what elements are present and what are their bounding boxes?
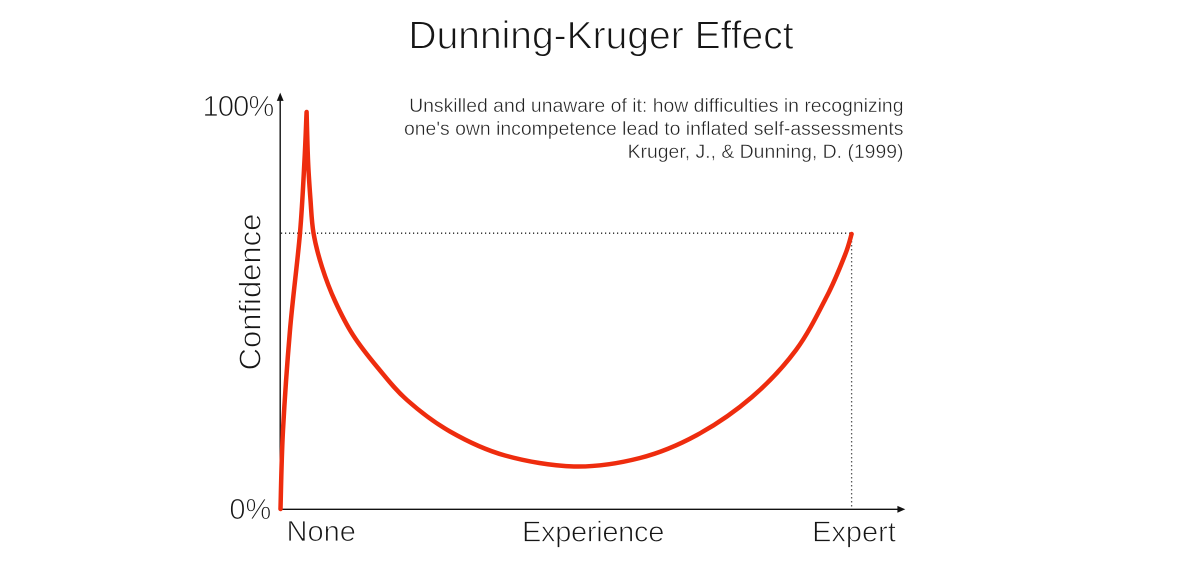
- svg-text:0%: 0%: [229, 494, 271, 526]
- svg-text:Unskilled and unaware of it: h: Unskilled and unaware of it: how difficu…: [409, 95, 903, 117]
- svg-text:None: None: [287, 516, 356, 548]
- svg-text:Kruger, J., & Dunning, D. (199: Kruger, J., & Dunning, D. (1999): [628, 141, 904, 163]
- svg-text:one's own incompetence lead to: one's own incompetence lead to inflated …: [404, 118, 904, 140]
- svg-text:Dunning-Kruger Effect: Dunning-Kruger Effect: [408, 15, 793, 58]
- svg-text:Confidence: Confidence: [233, 214, 268, 371]
- svg-text:100%: 100%: [203, 91, 274, 123]
- svg-text:Expert: Expert: [812, 516, 896, 548]
- svg-text:Experience: Experience: [522, 517, 664, 549]
